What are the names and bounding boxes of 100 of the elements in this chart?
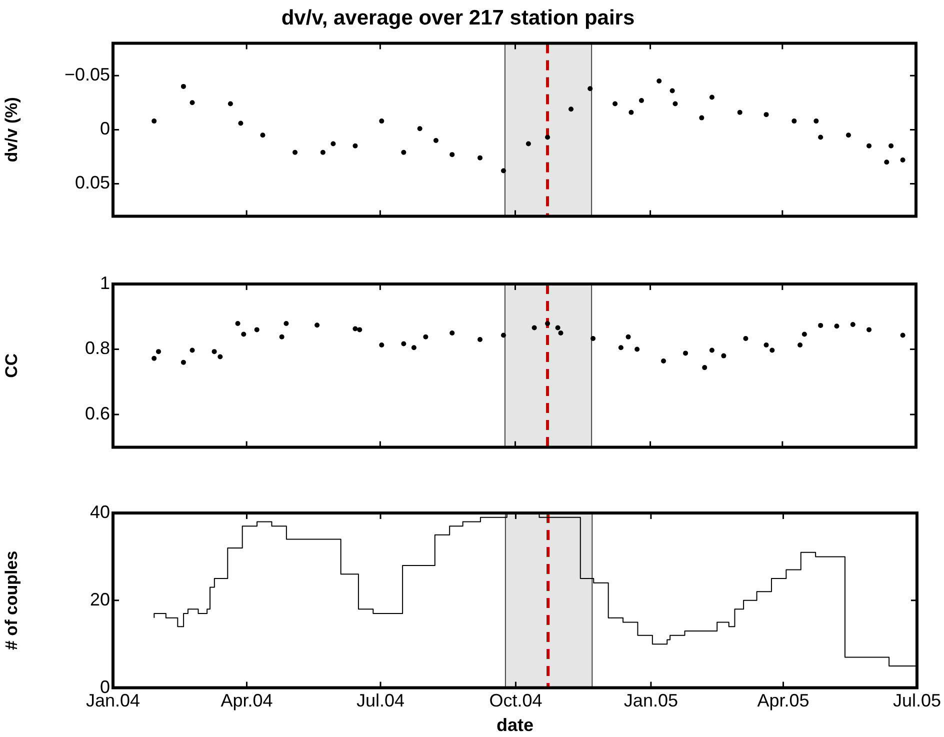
point — [260, 132, 266, 138]
point — [709, 94, 714, 100]
x-tick-label: Jul.05 — [892, 690, 942, 711]
point — [634, 346, 640, 352]
point — [228, 101, 233, 106]
point — [190, 100, 195, 106]
point — [532, 325, 537, 330]
chart-title: dv/v, average over 217 station pairs — [281, 6, 635, 30]
point — [866, 143, 872, 148]
point — [478, 155, 482, 160]
point — [709, 348, 714, 353]
point — [190, 348, 195, 353]
point — [379, 118, 384, 124]
point — [330, 141, 336, 146]
point — [737, 110, 742, 115]
y-axis-title: dv/v (%) — [2, 97, 21, 162]
y-tick-label: −0.05 — [64, 64, 110, 85]
point — [279, 334, 284, 340]
point — [292, 150, 298, 155]
point — [818, 322, 824, 328]
point — [770, 348, 775, 353]
point — [814, 118, 819, 124]
point — [850, 322, 856, 327]
y-tick-label: 40 — [90, 502, 110, 522]
point — [545, 134, 550, 140]
point — [478, 336, 482, 342]
x-tick-label: Jul.04 — [356, 690, 405, 711]
point — [450, 330, 455, 336]
y-tick-label: 1 — [100, 272, 110, 293]
point — [401, 341, 406, 346]
point — [212, 349, 217, 354]
x-tick-label: Oct.04 — [489, 690, 542, 711]
y-tick-label: 0.05 — [74, 172, 110, 193]
y-tick-label: 20 — [90, 589, 110, 610]
point — [888, 143, 894, 148]
point — [702, 365, 708, 370]
point — [558, 330, 564, 336]
point — [699, 115, 704, 120]
point — [628, 110, 634, 115]
point — [798, 342, 803, 348]
point — [846, 132, 851, 138]
point — [588, 86, 593, 92]
point — [352, 326, 358, 332]
point — [721, 353, 726, 358]
point — [235, 320, 240, 326]
point — [180, 84, 186, 89]
point — [526, 141, 531, 146]
point — [314, 322, 320, 328]
point — [764, 342, 769, 348]
point — [612, 101, 618, 106]
point — [500, 332, 506, 338]
y-tick-label: 0.8 — [84, 338, 110, 358]
point — [661, 358, 666, 364]
point — [320, 150, 326, 155]
point — [152, 118, 157, 124]
point — [683, 350, 688, 356]
point — [423, 334, 428, 340]
point — [555, 325, 560, 330]
point — [238, 120, 244, 126]
point — [900, 157, 906, 162]
y-axis-title: CC — [2, 353, 21, 378]
y-tick-label: 0.6 — [84, 404, 110, 424]
point — [618, 345, 624, 350]
point — [284, 320, 289, 326]
point — [656, 78, 662, 84]
point — [818, 134, 824, 140]
point — [638, 98, 644, 104]
point — [866, 327, 872, 332]
point — [545, 320, 550, 326]
point — [884, 160, 890, 165]
point — [156, 349, 162, 354]
x-axis-title: date — [496, 715, 534, 736]
point — [672, 101, 678, 106]
point — [802, 332, 807, 337]
point — [241, 332, 246, 337]
point — [743, 336, 748, 342]
x-tick-label: Apr.04 — [220, 690, 273, 711]
point — [626, 334, 631, 340]
point — [764, 112, 769, 118]
point — [834, 324, 840, 329]
point — [900, 332, 906, 338]
point — [670, 88, 675, 94]
point — [411, 345, 416, 350]
point — [152, 356, 157, 361]
y-tick-label: 0 — [100, 118, 110, 139]
point — [352, 143, 358, 148]
point — [450, 152, 455, 158]
point — [792, 118, 797, 124]
point — [379, 342, 384, 348]
x-tick-label: Jan.05 — [624, 690, 678, 711]
point — [500, 168, 506, 174]
point — [433, 138, 438, 144]
point — [401, 150, 406, 155]
point — [254, 327, 260, 332]
point — [218, 354, 223, 360]
x-tick-label: Apr.05 — [757, 690, 810, 711]
point — [180, 360, 186, 365]
point — [417, 126, 422, 132]
y-axis-title: # of couples — [2, 550, 21, 650]
point — [357, 327, 362, 332]
